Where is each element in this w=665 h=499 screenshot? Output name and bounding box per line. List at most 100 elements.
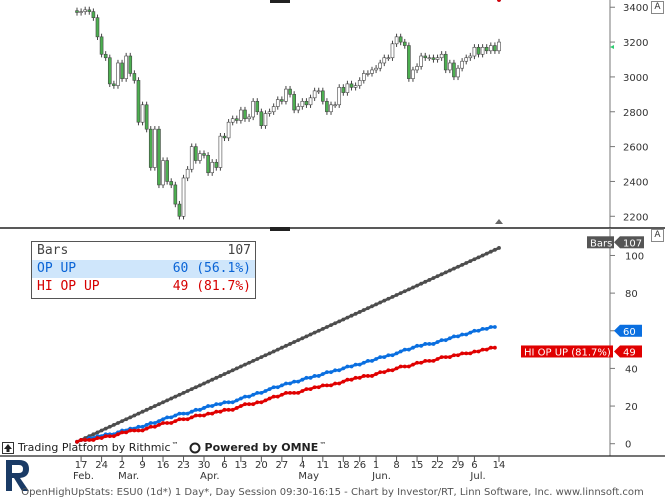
candle-body <box>366 73 370 75</box>
candle-body <box>321 90 325 102</box>
bars-line-point <box>284 343 288 348</box>
op-up-line-point <box>165 415 170 420</box>
hi-op-up-line-point <box>382 370 387 375</box>
bars-line-point <box>312 330 317 335</box>
op-up-line-point <box>423 342 428 346</box>
op-up-line-point <box>169 415 174 420</box>
bars-line-point <box>210 377 215 382</box>
op-up-line-point <box>140 424 145 429</box>
op-up-line-point <box>185 411 190 416</box>
bars-line-point <box>468 259 473 264</box>
price-tick-label: 3400 <box>623 3 648 14</box>
candle-body <box>107 57 112 85</box>
bars-line-point <box>488 249 493 254</box>
op-up-line-point <box>189 409 194 414</box>
hi-op-up-line-point <box>394 366 399 371</box>
hi-op-up-line-point <box>271 394 276 399</box>
bars-line-point <box>144 407 149 412</box>
op-up-line-point <box>333 368 338 373</box>
candle-body <box>91 11 96 18</box>
bars-line-point <box>165 398 170 403</box>
candle-body <box>173 184 178 205</box>
hi-op-up-line-point <box>472 349 477 354</box>
bars-line-point <box>361 308 366 312</box>
candle-body <box>456 67 460 78</box>
candle-body <box>128 55 133 74</box>
bars-line-point <box>386 296 391 301</box>
op-up-line-point <box>300 377 305 382</box>
bars-line-point <box>320 326 325 331</box>
bars-line-point <box>431 276 436 280</box>
x-tick-label: 13 <box>235 460 248 471</box>
candle-body <box>460 60 464 69</box>
op-up-line-point <box>296 379 301 384</box>
hi-op-up-line-point <box>439 355 444 360</box>
bars-line-point <box>230 368 235 373</box>
omne-ring-icon <box>189 442 201 453</box>
x-tick-label: 8 <box>393 460 399 471</box>
candle-body <box>230 118 235 123</box>
candle-body <box>308 97 313 106</box>
candle-body <box>472 46 477 57</box>
chart-footer: OpenHighUpStats: ESU0 (1d*) 1 Day*, Day … <box>21 487 644 498</box>
bars-line-point <box>493 247 497 252</box>
bars-line-point <box>275 347 280 352</box>
bars-line-point <box>161 400 165 405</box>
op-up-line-point <box>488 325 493 329</box>
op-up-line-point <box>456 334 460 339</box>
bars-line-point <box>124 417 129 422</box>
hi-op-up-line-point <box>267 396 272 401</box>
op-up-line-point <box>439 338 444 343</box>
op-up-line-point <box>390 353 395 358</box>
hi-op-up-line-point <box>251 402 256 407</box>
hi-op-up-line-point <box>402 364 407 369</box>
hi-op-up-line-point <box>91 438 96 442</box>
bars-val-badge: 107 <box>623 238 642 249</box>
expand-arrow-icon[interactable] <box>2 441 14 454</box>
bars-line-point <box>316 328 321 333</box>
candle-body <box>361 73 366 81</box>
x-tick-label: 9 <box>139 460 145 471</box>
hi-op-up-line-point <box>111 434 116 439</box>
candle-body <box>189 146 194 170</box>
op-up-line-point <box>271 385 276 390</box>
op-up-line-point <box>226 400 231 405</box>
hi-op-up-line-point <box>476 349 481 354</box>
hi-op-up-line-point <box>320 383 325 388</box>
op-up-line-point <box>427 342 432 346</box>
op-up-line-point <box>472 328 477 333</box>
hi-op-up-line-point <box>243 402 247 407</box>
x-tick-label: 26 <box>353 460 366 471</box>
stats-hi-op-up-value: 49 (81.7%) <box>172 279 251 294</box>
bars-line-point <box>300 336 305 341</box>
hi-op-up-line-point <box>374 372 378 376</box>
hi-op-up-line-point <box>284 390 288 395</box>
bars-line-point <box>439 272 444 277</box>
hi-op-up-line-point <box>157 422 161 427</box>
x-tick-label: 6 <box>471 460 477 471</box>
hi-op-up-line-point <box>107 434 112 439</box>
op-up-line-point <box>279 383 284 388</box>
bars-line-point <box>132 413 137 418</box>
op-up-line-point <box>341 366 346 371</box>
op-up-line-point <box>468 330 473 335</box>
bars-line-point <box>419 281 424 286</box>
bars-line-point <box>206 379 211 384</box>
autoscale-button-top[interactable]: A <box>651 1 664 14</box>
bars-line-point <box>365 306 370 311</box>
candle-body <box>345 83 350 93</box>
hi-op-up-line-point <box>95 436 100 440</box>
trademark-mark-2: ™ <box>319 440 327 449</box>
hi-op-up-line-point <box>238 404 243 408</box>
bars-line-point <box>337 319 342 324</box>
count-pane: 020406080100Bars10760HI OP UP (81.7%)49 <box>75 0 644 456</box>
candle-body <box>157 128 161 186</box>
hi-op-up-line-point <box>468 351 473 356</box>
candle-body <box>177 203 182 217</box>
autoscale-button-bottom[interactable]: A <box>651 229 664 242</box>
bars-line-point <box>185 389 190 393</box>
hi-op-up-line-point <box>452 353 456 358</box>
bars-line-point <box>243 362 247 367</box>
x-month-label: Apr. <box>200 471 220 482</box>
op-up-line-point <box>382 355 387 360</box>
